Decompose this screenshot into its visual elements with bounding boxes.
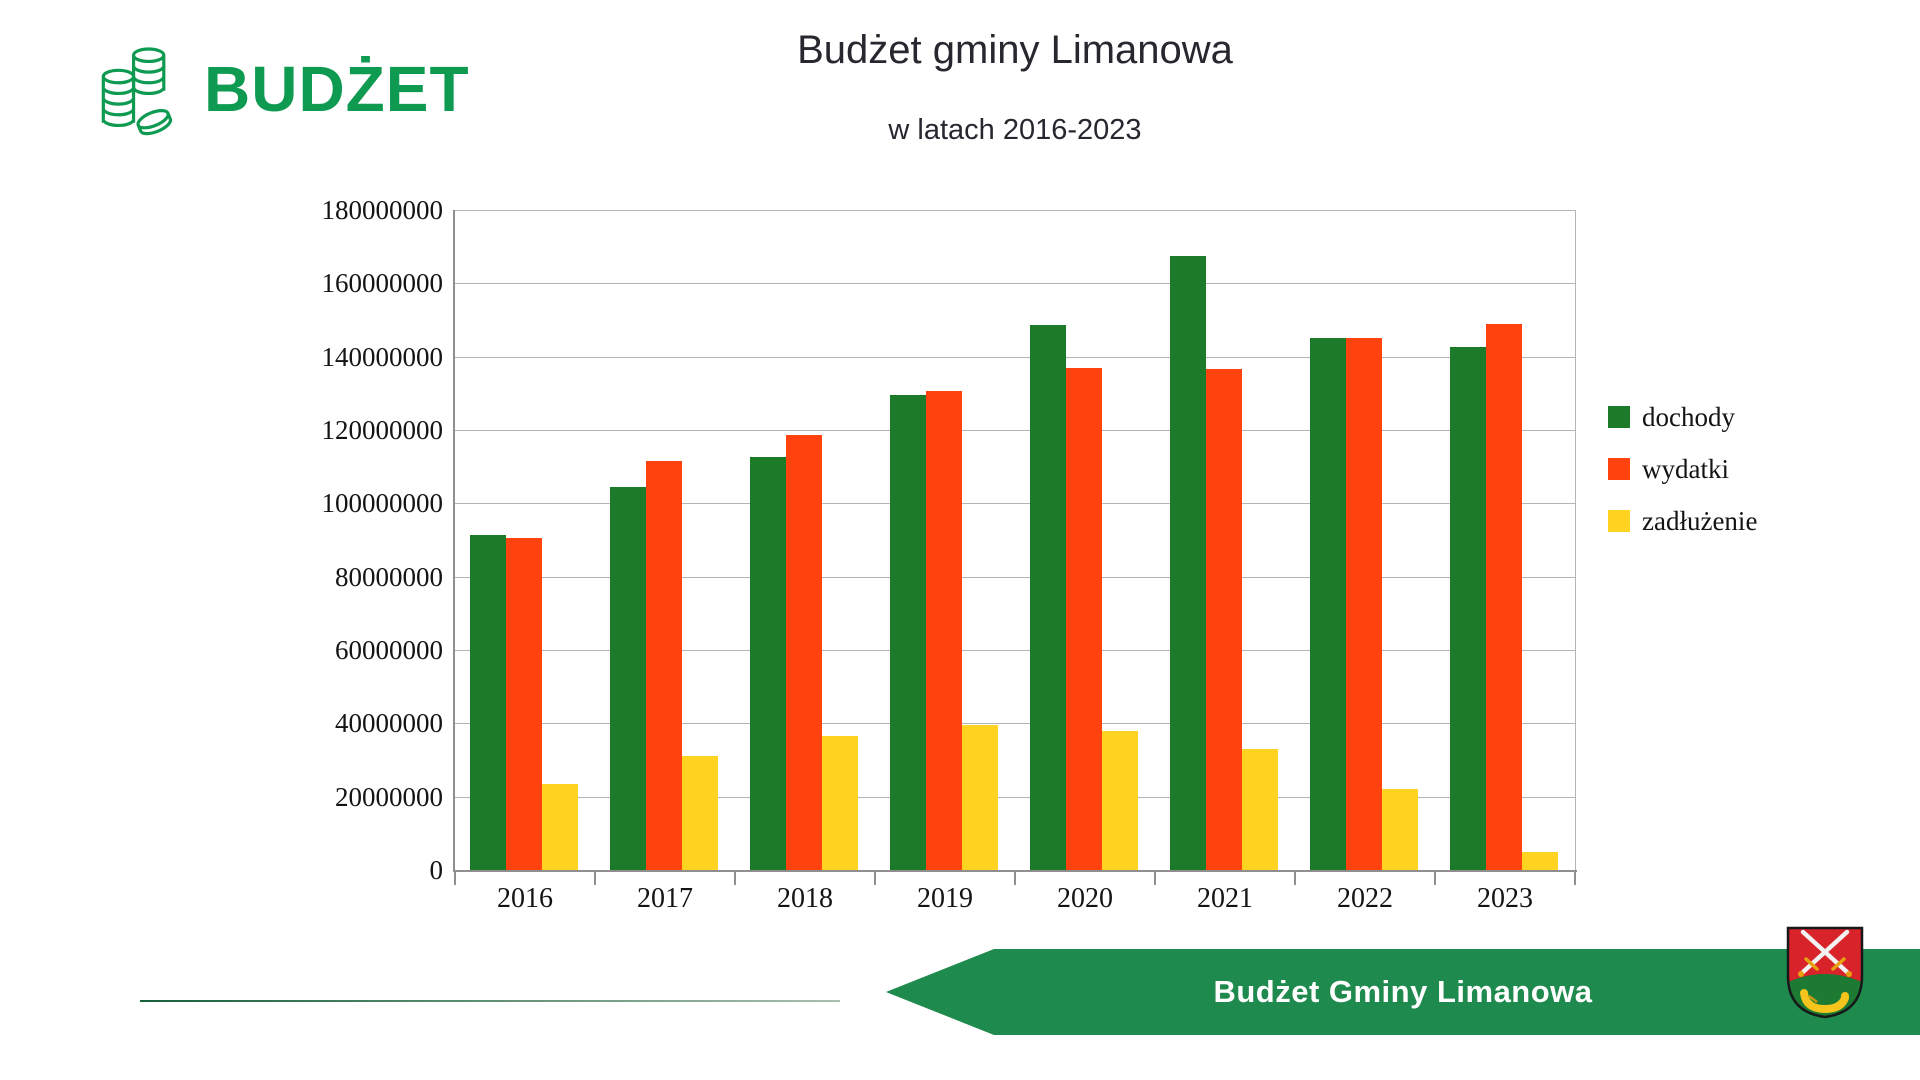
- bar-zadłużenie-2023: [1522, 852, 1558, 870]
- x-axis-label: 2020: [1057, 883, 1113, 914]
- legend-item-wydatki: wydatki: [1608, 452, 1757, 486]
- x-axis-label: 2016: [497, 883, 553, 914]
- y-axis-label: 20000000: [335, 781, 443, 812]
- bar-wydatki-2021: [1206, 369, 1242, 870]
- logo-text: BUDŻET: [204, 53, 470, 125]
- bar-zadłużenie-2020: [1102, 731, 1138, 870]
- x-axis-tick: [454, 872, 456, 885]
- bar-wydatki-2017: [646, 461, 682, 870]
- x-axis-tick: [1294, 872, 1296, 885]
- bar-zadłużenie-2018: [822, 736, 858, 870]
- chart-legend: dochody wydatki zadłużenie: [1608, 400, 1757, 556]
- x-axis-line: [453, 870, 1577, 872]
- gridline: [455, 430, 1575, 431]
- bar-zadłużenie-2019: [962, 725, 998, 870]
- y-axis-label: 160000000: [321, 268, 444, 299]
- x-axis-tick: [1574, 872, 1576, 885]
- gridline: [455, 210, 1575, 211]
- gridline: [455, 723, 1575, 725]
- x-axis-tick: [874, 872, 876, 885]
- logo: BUDŻET: [98, 42, 470, 136]
- x-axis-label: 2021: [1197, 883, 1253, 914]
- x-axis-tick: [594, 872, 596, 885]
- banner-title: Budżet Gminy Limanowa: [1213, 974, 1593, 1009]
- legend-label: zadłużenie: [1642, 505, 1758, 536]
- footer-banner: Budżet Gminy Limanowa: [886, 949, 1920, 1035]
- legend-label: wydatki: [1642, 453, 1729, 484]
- x-axis-tick: [1014, 872, 1016, 885]
- bar-dochody-2018: [750, 457, 786, 870]
- gridline: [455, 283, 1575, 285]
- legend-item-dochody: dochody: [1608, 400, 1757, 434]
- legend-label: dochody: [1642, 401, 1735, 432]
- bar-dochody-2016: [470, 535, 506, 870]
- legend-item-zadłużenie: zadłużenie: [1608, 504, 1757, 538]
- y-axis-label: 100000000: [321, 488, 444, 519]
- y-axis-line: [453, 210, 455, 872]
- coins-icon: [101, 47, 173, 136]
- bar-dochody-2021: [1170, 256, 1206, 870]
- y-axis-label: 120000000: [321, 415, 444, 445]
- bar-zadłużenie-2016: [542, 784, 578, 870]
- x-axis-tick: [734, 872, 736, 885]
- y-axis-label: 60000000: [335, 635, 443, 665]
- bar-zadłużenie-2022: [1382, 789, 1418, 870]
- gridline: [455, 356, 1575, 358]
- bar-dochody-2017: [610, 487, 646, 870]
- x-axis-label: 2022: [1337, 883, 1393, 914]
- bar-dochody-2019: [890, 395, 926, 870]
- bar-wydatki-2020: [1066, 368, 1102, 870]
- y-axis-label: 0: [429, 855, 444, 885]
- bar-dochody-2022: [1310, 338, 1346, 870]
- divider-line: [140, 1000, 840, 1002]
- y-axis-label: 80000000: [335, 561, 443, 592]
- y-axis-label: 180000000: [321, 195, 444, 225]
- bar-wydatki-2019: [926, 391, 962, 870]
- chart-title: Budżet gminy Limanowa: [797, 28, 1233, 72]
- limanowa-crest-icon: [1786, 926, 1864, 1019]
- plot-right-border: [1575, 210, 1576, 870]
- bar-zadłużenie-2021: [1242, 749, 1278, 870]
- x-axis-tick: [1434, 872, 1436, 885]
- x-axis-label: 2018: [777, 883, 833, 914]
- plot-area: [455, 210, 1575, 870]
- gridline: [455, 796, 1575, 798]
- bar-wydatki-2016: [506, 538, 542, 870]
- gridline: [455, 503, 1575, 505]
- y-axis-label: 40000000: [335, 708, 443, 739]
- gridline: [455, 650, 1575, 651]
- gridline: [455, 576, 1575, 578]
- legend-swatch-zadłużenie: [1608, 510, 1630, 532]
- bar-zadłużenie-2017: [682, 756, 718, 870]
- legend-swatch-wydatki: [1608, 458, 1630, 480]
- chart-subtitle: w latach 2016-2023: [888, 114, 1142, 146]
- y-axis-label: 140000000: [321, 341, 444, 372]
- x-axis-label: 2017: [637, 883, 693, 914]
- x-axis-tick: [1154, 872, 1156, 885]
- legend-swatch-dochody: [1608, 406, 1630, 428]
- bar-dochody-2020: [1030, 325, 1066, 870]
- bar-wydatki-2018: [786, 435, 822, 870]
- bar-wydatki-2022: [1346, 338, 1382, 870]
- bar-dochody-2023: [1450, 347, 1486, 870]
- x-axis-label: 2019: [917, 883, 973, 914]
- x-axis-label: 2023: [1477, 883, 1533, 914]
- bar-wydatki-2023: [1486, 324, 1522, 870]
